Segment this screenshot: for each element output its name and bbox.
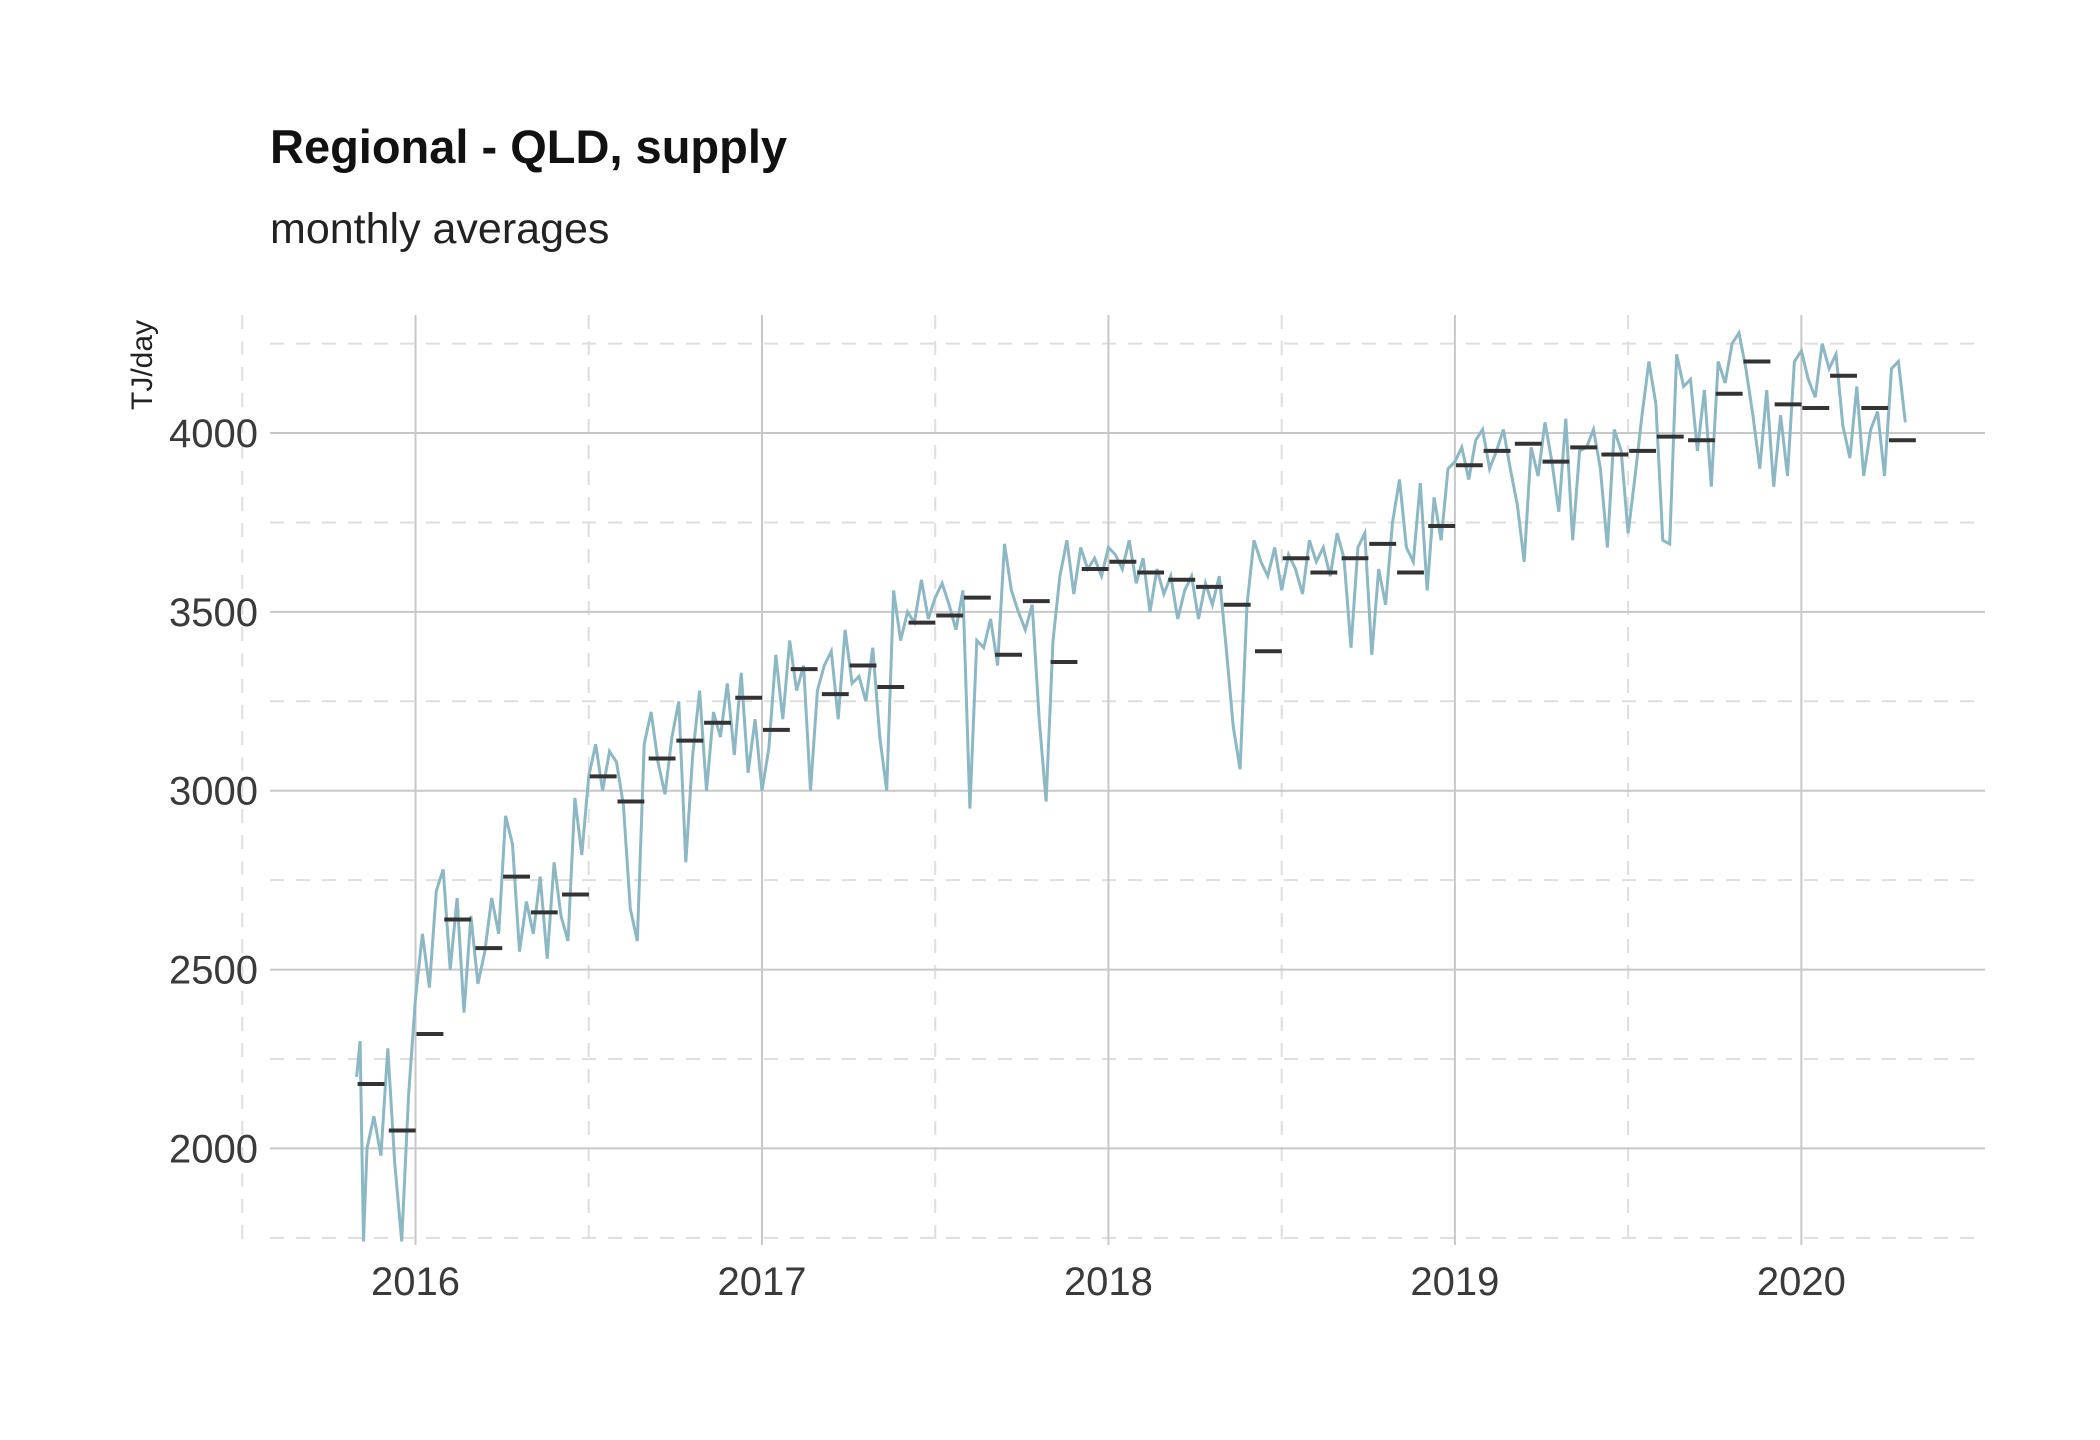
chart-title: Regional - QLD, supply (270, 120, 787, 173)
x-tick-label: 2016 (371, 1260, 460, 1304)
x-axis-ticks: 2016 2017 2018 2019 2020 (371, 1260, 1846, 1304)
daily-supply-line (355, 328, 1907, 1242)
x-tick-label: 2019 (1410, 1260, 1499, 1304)
chart-subtitle: monthly averages (270, 205, 609, 253)
y-tick-label: 3000 (169, 770, 258, 814)
x-tick-label: 2017 (717, 1260, 806, 1304)
y-axis-ticks: 2000 2500 3000 3500 4000 (169, 412, 258, 1171)
y-axis-label: TJ/day (126, 320, 159, 410)
x-tick-label: 2018 (1064, 1260, 1153, 1304)
y-tick-label: 4000 (169, 412, 258, 456)
major-gridlines (270, 315, 1985, 1245)
x-tick-label: 2020 (1757, 1260, 1846, 1304)
monthly-averages (357, 359, 1916, 1133)
minor-gridlines (241, 315, 1985, 1245)
y-tick-label: 3500 (169, 591, 258, 635)
y-tick-label: 2500 (169, 949, 258, 993)
y-tick-label: 2000 (169, 1127, 258, 1171)
plot-area (355, 328, 1907, 1242)
